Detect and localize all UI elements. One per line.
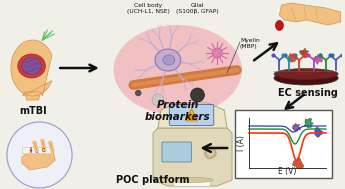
Polygon shape [11, 40, 52, 96]
Ellipse shape [274, 68, 338, 80]
Text: mTBI: mTBI [19, 106, 46, 116]
Circle shape [190, 88, 204, 102]
Bar [30, 147, 32, 153]
Polygon shape [292, 158, 304, 169]
Polygon shape [22, 147, 51, 153]
Bar [173, 178, 210, 186]
Text: Myelin
(MBP): Myelin (MBP) [240, 38, 260, 49]
Ellipse shape [18, 54, 46, 78]
Polygon shape [315, 127, 323, 137]
Polygon shape [287, 53, 297, 62]
Polygon shape [275, 21, 283, 30]
Polygon shape [300, 48, 309, 58]
Circle shape [152, 94, 164, 106]
Polygon shape [293, 123, 300, 131]
Circle shape [206, 149, 214, 157]
Text: !: ! [190, 116, 193, 122]
Ellipse shape [22, 57, 41, 74]
Bar [36, 147, 38, 153]
Text: Glial
(S100β, GFAP): Glial (S100β, GFAP) [176, 3, 219, 14]
Ellipse shape [172, 177, 213, 183]
Text: E (V): E (V) [278, 167, 296, 176]
Circle shape [135, 90, 141, 96]
Polygon shape [22, 147, 55, 170]
Ellipse shape [114, 25, 242, 115]
Text: Protein
biomarkers: Protein biomarkers [145, 100, 210, 122]
Polygon shape [279, 3, 341, 25]
Text: POC platform: POC platform [116, 175, 190, 185]
Ellipse shape [274, 71, 338, 85]
Circle shape [204, 147, 216, 159]
FancyBboxPatch shape [162, 142, 191, 162]
FancyBboxPatch shape [235, 110, 332, 178]
Ellipse shape [155, 49, 181, 71]
Polygon shape [25, 92, 40, 100]
Circle shape [212, 48, 222, 58]
Polygon shape [186, 108, 197, 121]
Text: EC sensing: EC sensing [278, 88, 338, 98]
Polygon shape [158, 103, 227, 128]
Ellipse shape [163, 55, 175, 65]
Text: +: + [29, 147, 33, 153]
Text: C: C [42, 147, 45, 153]
Polygon shape [313, 54, 323, 64]
Polygon shape [304, 118, 313, 128]
Polygon shape [153, 128, 232, 186]
Text: I (A): I (A) [237, 135, 246, 151]
Circle shape [7, 122, 72, 188]
FancyBboxPatch shape [169, 105, 214, 125]
Text: Cell body
(UCH-L1, NSE): Cell body (UCH-L1, NSE) [127, 3, 169, 14]
